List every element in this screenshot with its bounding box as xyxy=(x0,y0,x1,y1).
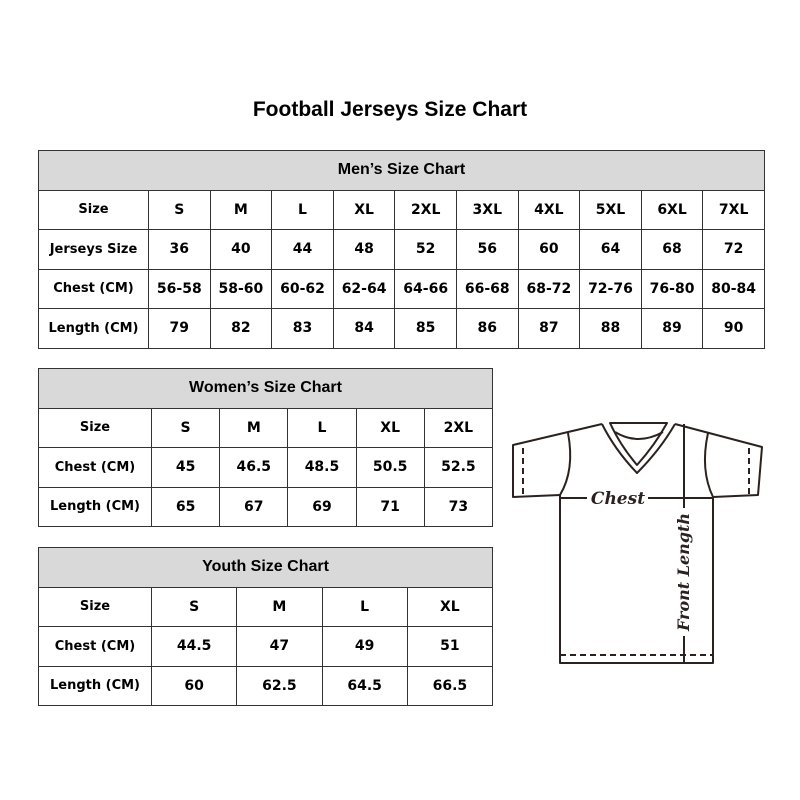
table-cell: 52.5 xyxy=(423,447,494,488)
table-cell: S xyxy=(150,586,238,627)
table-cell: 45 xyxy=(150,447,221,488)
collar xyxy=(609,422,668,466)
left-sleeve-seam xyxy=(559,432,572,496)
table-cell: 60 xyxy=(517,229,581,270)
row-label: Length (CM) xyxy=(38,308,149,349)
table-row: Chest (CM) 44.5 47 49 51 xyxy=(38,626,494,667)
table-cell: 64.5 xyxy=(321,665,408,706)
table-cell: 82 xyxy=(209,308,273,349)
table-cell: 85 xyxy=(394,308,457,349)
table-cell: 36 xyxy=(148,229,211,270)
table-row: Length (CM) 65 67 69 71 73 xyxy=(38,486,494,527)
table-cell: 65 xyxy=(150,486,221,527)
table-row: Chest (CM) 45 46.5 48.5 50.5 52.5 xyxy=(38,447,494,488)
table-cell: 40 xyxy=(209,229,273,270)
table-cell: 56-58 xyxy=(148,268,211,309)
table-cell: XL xyxy=(332,189,396,230)
mens-size-table: Men’s Size Chart Size S M L XL 2XL 3XL 4XL 5XL 6X… xyxy=(38,150,765,349)
table-cell: XL xyxy=(406,586,494,627)
table-cell: 80-84 xyxy=(702,268,765,309)
table-heading: Youth Size Chart xyxy=(37,547,494,588)
row-label: Size xyxy=(38,407,152,448)
neck-outer xyxy=(601,423,676,474)
table-cell: 79 xyxy=(148,308,211,349)
table-cell: 50.5 xyxy=(355,447,425,488)
row-label: Chest (CM) xyxy=(38,447,152,488)
table-row: Size S M L XL 2XL xyxy=(38,407,494,448)
jersey-outline xyxy=(512,423,763,664)
table-cell: M xyxy=(219,407,289,448)
table-cell: 5XL xyxy=(579,189,642,230)
table-cell: 67 xyxy=(219,486,289,527)
right-sleeve-seam xyxy=(704,432,714,498)
table-cell: 44 xyxy=(271,229,334,270)
table-cell: XL xyxy=(355,407,425,448)
table-cell: 6XL xyxy=(640,189,704,230)
table-cell: 49 xyxy=(321,626,408,667)
table-cell: 48 xyxy=(332,229,396,270)
table-cell: 72-76 xyxy=(579,268,642,309)
table-row: Length (CM) 79 82 83 84 85 86 87 88 89 90 xyxy=(38,308,765,349)
table-cell: 76-80 xyxy=(640,268,704,309)
table-cell: 66-68 xyxy=(455,268,519,309)
table-cell: L xyxy=(271,189,334,230)
table-cell: 84 xyxy=(332,308,396,349)
table-heading: Women’s Size Chart xyxy=(37,368,494,409)
row-label: Length (CM) xyxy=(38,486,152,527)
table-row: Size S M L XL 2XL 3XL 4XL 5XL 6XL 7XL xyxy=(38,189,765,230)
table-row: Jerseys Size 36 40 44 48 52 56 60 64 68 72 xyxy=(38,229,765,270)
row-label: Size xyxy=(38,189,149,230)
table-cell: 7XL xyxy=(702,189,765,230)
table-row: Size S M L XL xyxy=(38,586,494,627)
row-label: Chest (CM) xyxy=(38,626,152,667)
page-title: Football Jerseys Size Chart xyxy=(252,98,528,121)
table-cell: 88 xyxy=(579,308,642,349)
table-cell: 73 xyxy=(423,486,494,527)
row-label: Size xyxy=(38,586,152,627)
table-cell: M xyxy=(236,586,323,627)
table-cell: S xyxy=(150,407,221,448)
table-cell: 66.5 xyxy=(406,665,494,706)
table-cell: L xyxy=(287,407,357,448)
table-cell: 86 xyxy=(455,308,519,349)
table-cell: 62.5 xyxy=(236,665,323,706)
womens-size-table: Women’s Size Chart Size S M L XL 2XL Chest (CM… xyxy=(37,368,494,527)
table-cell: 69 xyxy=(287,486,357,527)
table-cell: 68 xyxy=(640,229,704,270)
table-heading: Men’s Size Chart xyxy=(38,150,765,191)
chest-label: Chest xyxy=(591,489,645,509)
table-cell: L xyxy=(321,586,408,627)
row-label: Jerseys Size xyxy=(38,229,149,270)
table-cell: 60 xyxy=(150,665,238,706)
table-cell: 68-72 xyxy=(517,268,581,309)
table-cell: 48.5 xyxy=(287,447,357,488)
table-cell: 51 xyxy=(406,626,494,667)
table-cell: 87 xyxy=(517,308,581,349)
table-cell: 71 xyxy=(355,486,425,527)
table-cell: 2XL xyxy=(423,407,494,448)
table-cell: 60-62 xyxy=(271,268,334,309)
table-cell: 62-64 xyxy=(332,268,396,309)
table-cell: 47 xyxy=(236,626,323,667)
youth-size-table: Youth Size Chart Size S M L XL Chest (CM) 44.5… xyxy=(37,547,494,706)
table-cell: 44.5 xyxy=(150,626,238,667)
front-length-label: Front Length xyxy=(674,513,693,632)
table-cell: 90 xyxy=(702,308,765,349)
table-row: Length (CM) 60 62.5 64.5 66.5 xyxy=(38,665,494,706)
collar-inner xyxy=(614,431,664,440)
